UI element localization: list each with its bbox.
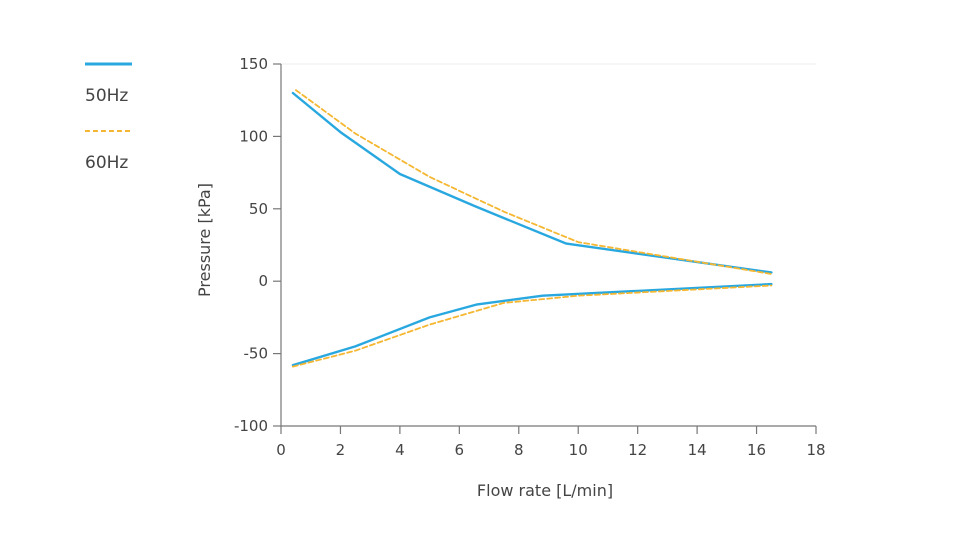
x-tick-label: 2 [336,441,346,459]
legend-label-50hz: 50Hz [85,86,128,106]
x-tick-label: 16 [747,441,766,459]
series-50hz-line-lower [291,282,773,367]
y-axis-ticks: -100 -50 0 50 100 150 [234,55,281,435]
legend-label-60hz: 60Hz [85,153,128,173]
y-axis-label: Pressure [kPa] [195,183,214,297]
x-tick-label: 10 [569,441,588,459]
y-tick-label: 0 [258,272,268,290]
x-axis-label: Flow rate [L/min] [477,481,613,500]
y-tick-label: 50 [249,200,268,218]
series-50hz-line-upper [291,91,773,274]
x-tick-label: 12 [628,441,647,459]
y-tick-label: -50 [244,345,269,363]
series-layer [291,89,773,368]
legend: 50Hz 60Hz [85,62,132,173]
x-tick-label: 14 [688,441,707,459]
y-tick-label: 150 [239,55,268,73]
y-tick-label: 100 [239,127,268,145]
x-tick-label: 8 [514,441,524,459]
series-60hz-line-lower [291,284,773,368]
x-tick-label: 6 [455,441,465,459]
axes [280,64,816,427]
x-tick-label: 4 [395,441,405,459]
x-tick-label: 18 [806,441,825,459]
x-tick-label: 0 [276,441,286,459]
series-60hz-line-upper [294,89,773,275]
x-axis-ticks: 0 2 4 6 8 10 12 14 16 18 [276,426,826,459]
y-tick-label: -100 [234,417,268,435]
